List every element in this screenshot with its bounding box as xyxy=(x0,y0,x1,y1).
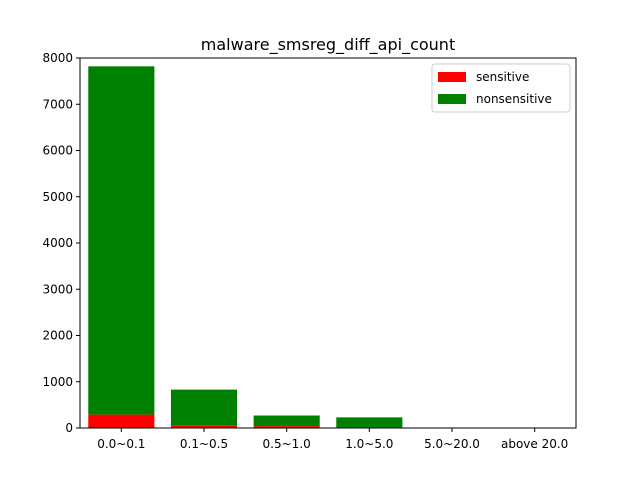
y-tick-label: 3000 xyxy=(42,282,73,296)
bar-nonsensitive-3 xyxy=(336,417,403,428)
bar-sensitive-2 xyxy=(253,426,320,428)
x-tick-label: above 20.0 xyxy=(501,437,568,451)
legend: sensitive nonsensitive xyxy=(431,63,571,113)
legend-box xyxy=(431,63,571,113)
legend-label-sensitive: sensitive xyxy=(476,70,529,84)
bar-sensitive-0 xyxy=(88,414,155,428)
x-tick-label: 5.0~20.0 xyxy=(424,437,480,451)
bar-nonsensitive-1 xyxy=(170,389,238,426)
axes-group: 0.0~0.1 0.1~0.5 0.5~1.0 1.0~5.0 5.0~20.0 abov… xyxy=(42,51,577,451)
legend-label-nonsensitive: nonsensitive xyxy=(476,92,552,106)
y-tick-label: 1000 xyxy=(42,375,73,389)
x-tick-label: 0.5~1.0 xyxy=(263,437,311,451)
y-tick-label: 2000 xyxy=(42,329,73,343)
y-tick-label: 6000 xyxy=(42,144,73,158)
chart-title: malware_smsreg_diff_api_count xyxy=(201,35,455,55)
x-tick-label: 0.1~0.5 xyxy=(180,437,228,451)
y-tick-label: 8000 xyxy=(42,51,73,65)
y-tick-label: 5000 xyxy=(42,190,73,204)
bars-group xyxy=(88,66,403,428)
bar-nonsensitive-2 xyxy=(253,415,320,427)
y-tick-label: 0 xyxy=(65,421,73,435)
y-tick-label: 7000 xyxy=(42,97,73,111)
x-tick-label: 0.0~0.1 xyxy=(97,437,145,451)
legend-swatch-sensitive xyxy=(438,72,466,82)
y-tick-label: 4000 xyxy=(42,236,73,250)
legend-swatch-nonsensitive xyxy=(438,94,466,104)
bar-sensitive-1 xyxy=(170,425,238,428)
plot-frame xyxy=(79,57,577,429)
x-tick-label: 1.0~5.0 xyxy=(345,437,393,451)
bar-nonsensitive-0 xyxy=(88,66,155,415)
